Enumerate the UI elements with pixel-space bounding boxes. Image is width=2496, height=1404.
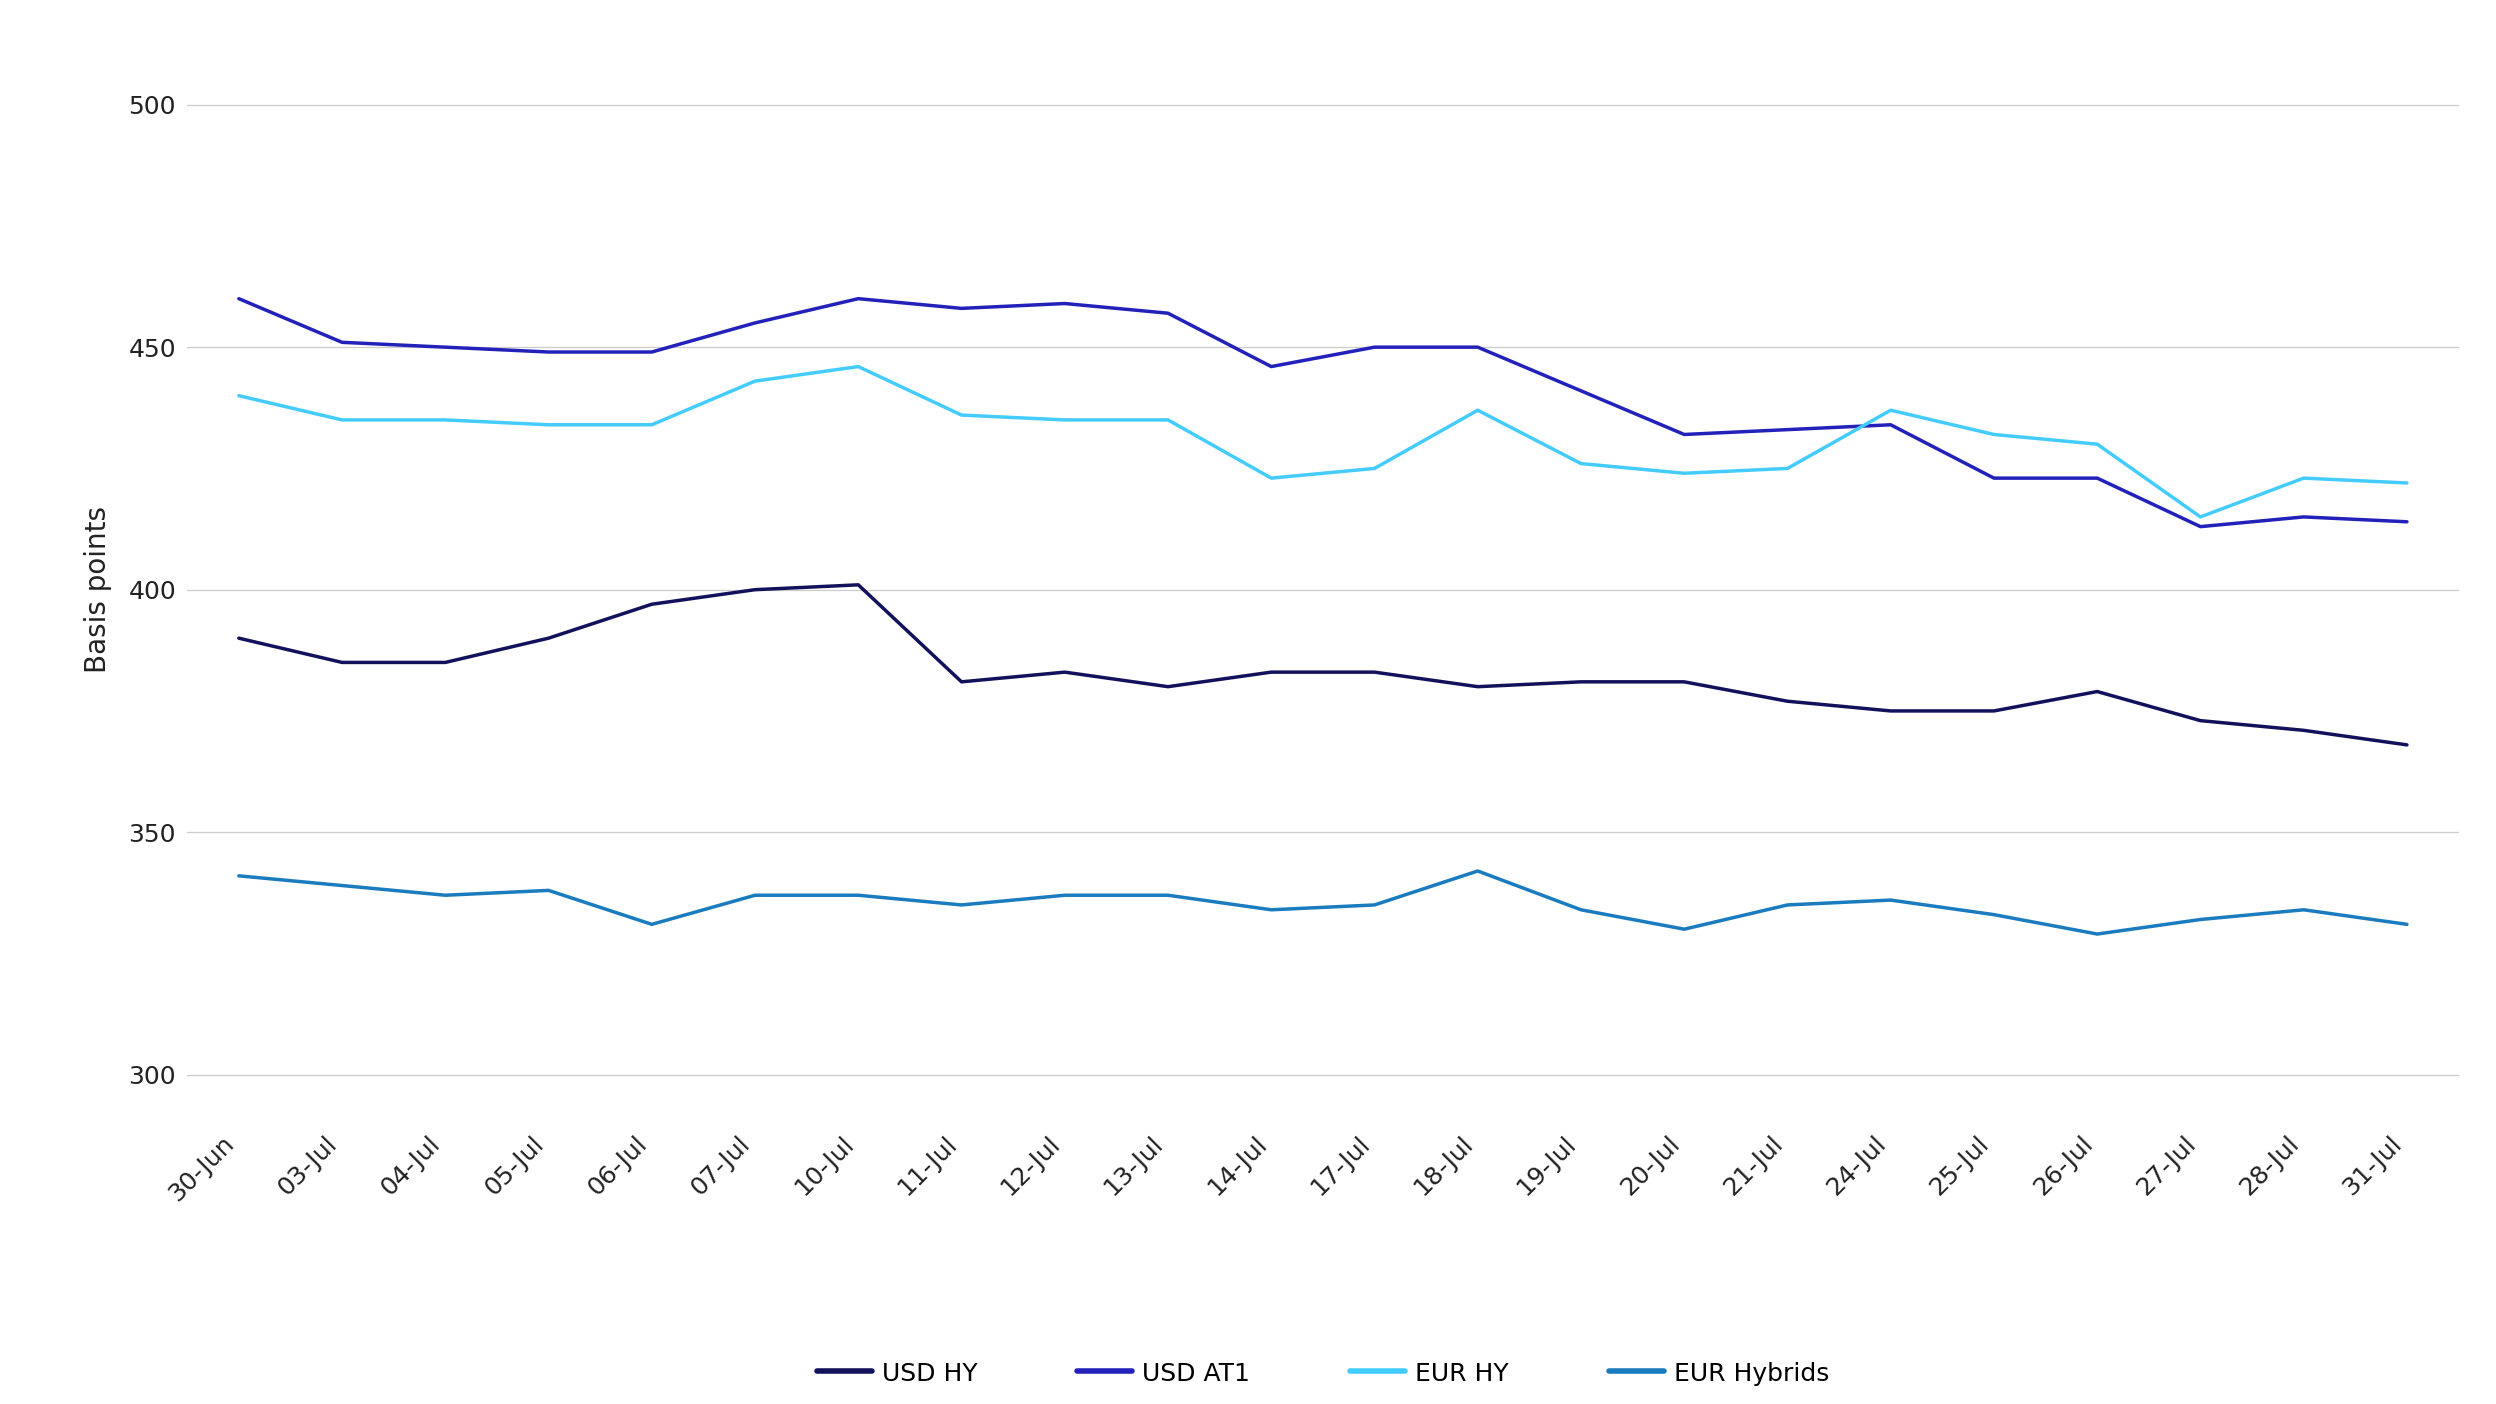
USD AT1 — [429, 338, 459, 355]
EUR Hybrids — [327, 878, 357, 894]
USD HY — [1463, 678, 1493, 695]
USD AT1 — [636, 344, 666, 361]
USD AT1 — [2186, 518, 2216, 535]
EUR HY — [2289, 470, 2319, 487]
EUR HY — [1877, 402, 1907, 418]
EUR Hybrids — [1565, 901, 1595, 918]
Line: EUR Hybrids: EUR Hybrids — [240, 870, 2406, 934]
Line: USD HY: USD HY — [240, 585, 2406, 746]
USD AT1 — [844, 291, 874, 307]
USD HY — [327, 654, 357, 671]
USD AT1 — [327, 334, 357, 351]
USD AT1 — [1360, 338, 1390, 355]
EUR Hybrids — [1051, 887, 1081, 904]
EUR Hybrids — [1463, 862, 1493, 879]
EUR HY — [327, 411, 357, 428]
EUR HY — [2082, 435, 2112, 452]
USD HY — [739, 581, 769, 598]
EUR HY — [739, 372, 769, 389]
USD HY — [946, 674, 976, 691]
USD HY — [1153, 678, 1183, 695]
USD AT1 — [2289, 508, 2319, 525]
USD AT1 — [2391, 514, 2421, 531]
EUR Hybrids — [1255, 901, 1285, 918]
USD HY — [2391, 737, 2421, 754]
USD HY — [1979, 702, 2009, 719]
EUR HY — [1255, 470, 1285, 487]
USD HY — [2289, 722, 2319, 739]
EUR HY — [1360, 461, 1390, 477]
USD HY — [1051, 664, 1081, 681]
USD AT1 — [946, 300, 976, 317]
EUR HY — [2391, 475, 2421, 491]
EUR HY — [225, 388, 255, 404]
EUR Hybrids — [739, 887, 769, 904]
USD HY — [225, 630, 255, 647]
EUR Hybrids — [844, 887, 874, 904]
USD AT1 — [1153, 305, 1183, 322]
EUR HY — [946, 407, 976, 424]
EUR Hybrids — [534, 882, 564, 899]
USD HY — [429, 654, 459, 671]
USD AT1 — [1051, 295, 1081, 312]
USD AT1 — [534, 344, 564, 361]
EUR Hybrids — [1877, 892, 1907, 908]
EUR HY — [1463, 402, 1493, 418]
USD HY — [1360, 664, 1390, 681]
Y-axis label: Basis points: Basis points — [85, 507, 112, 673]
EUR Hybrids — [225, 868, 255, 885]
EUR HY — [636, 417, 666, 434]
USD HY — [2186, 712, 2216, 729]
USD HY — [1565, 674, 1595, 691]
USD HY — [1255, 664, 1285, 681]
EUR HY — [1670, 465, 1700, 482]
USD HY — [1670, 674, 1700, 691]
USD AT1 — [1772, 421, 1802, 438]
Line: USD AT1: USD AT1 — [240, 299, 2406, 526]
EUR Hybrids — [2289, 901, 2319, 918]
EUR Hybrids — [1772, 897, 1802, 914]
USD AT1 — [1670, 425, 1700, 442]
USD AT1 — [2082, 470, 2112, 487]
EUR Hybrids — [636, 915, 666, 932]
EUR Hybrids — [1670, 921, 1700, 938]
EUR HY — [429, 411, 459, 428]
EUR HY — [534, 417, 564, 434]
EUR Hybrids — [429, 887, 459, 904]
EUR HY — [1772, 461, 1802, 477]
Legend: USD HY, USD AT1, EUR HY, EUR Hybrids: USD HY, USD AT1, EUR HY, EUR Hybrids — [804, 1349, 1842, 1398]
EUR HY — [844, 358, 874, 375]
EUR HY — [1051, 411, 1081, 428]
USD AT1 — [1877, 417, 1907, 434]
EUR HY — [1565, 455, 1595, 472]
USD AT1 — [1255, 358, 1285, 375]
USD HY — [1877, 702, 1907, 719]
EUR Hybrids — [2186, 911, 2216, 928]
EUR HY — [2186, 508, 2216, 525]
Line: EUR HY: EUR HY — [240, 366, 2406, 517]
USD HY — [534, 630, 564, 647]
EUR HY — [1979, 425, 2009, 442]
USD AT1 — [225, 291, 255, 307]
EUR Hybrids — [2391, 915, 2421, 932]
EUR HY — [1153, 411, 1183, 428]
EUR Hybrids — [1153, 887, 1183, 904]
USD AT1 — [1979, 470, 2009, 487]
USD AT1 — [1463, 338, 1493, 355]
EUR Hybrids — [1979, 906, 2009, 922]
USD HY — [844, 577, 874, 594]
USD HY — [636, 595, 666, 612]
EUR Hybrids — [2082, 925, 2112, 942]
USD AT1 — [739, 314, 769, 331]
EUR Hybrids — [946, 897, 976, 914]
USD HY — [1772, 692, 1802, 709]
EUR Hybrids — [1360, 897, 1390, 914]
USD AT1 — [1565, 382, 1595, 399]
USD HY — [2082, 684, 2112, 701]
